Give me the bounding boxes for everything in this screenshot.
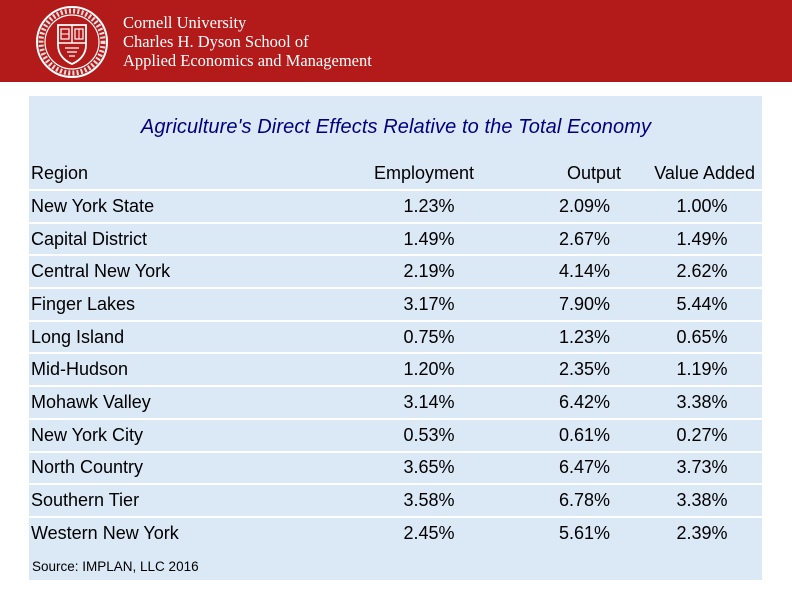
cell-output: 2.09% [558,195,611,216]
cornell-seal-icon [36,6,108,78]
cell-region: Southern Tier [31,490,140,511]
institution-brand: Cornell University Charles H. Dyson Scho… [123,13,372,70]
cell-region: New York City [31,424,144,445]
cell-value-added: 0.27% [676,424,728,445]
cell-employment: 0.53% [403,424,455,445]
cell-output: 7.90% [558,293,611,314]
table-row: Long Island 0.75% 1.23% 0.65% [29,319,762,353]
cell-employment: 2.45% [403,522,455,543]
cell-output: 5.61% [558,522,611,543]
table-row: Mohawk Valley 3.14% 6.42% 3.38% [29,385,762,418]
cell-value-added: 1.00% [676,195,728,216]
table-row: New York State 1.23% 2.09% 1.00% [29,189,762,222]
cell-output: 6.42% [558,391,611,412]
cell-region: Mohawk Valley [31,391,151,412]
cell-employment: 3.65% [403,457,455,478]
cell-employment: 3.14% [403,391,455,412]
source-note: Source: IMPLAN, LLC 2016 [32,559,199,574]
cell-employment: 3.17% [403,293,455,314]
table-row: Mid-Hudson 1.20% 2.35% 1.19% [29,352,762,385]
column-header-output: Output [566,162,622,183]
cell-region: North Country [31,457,144,478]
institution-name: Cornell University [123,13,247,32]
table-row: New York City 0.53% 0.61% 0.27% [29,417,762,451]
cell-value-added: 3.73% [676,457,728,478]
cell-region: New York State [31,195,155,216]
cell-output: 6.78% [558,490,611,511]
cell-value-added: 0.65% [676,326,728,347]
cell-output: 1.23% [558,326,611,347]
cell-value-added: 2.62% [676,261,728,282]
table-row: Western New York 2.45% 5.61% 2.39% [29,515,762,549]
cell-output: 2.67% [558,228,611,249]
table-row: Central New York 2.19% 4.14% 2.62% [29,254,762,287]
cell-output: 6.47% [558,457,611,478]
cell-value-added: 3.38% [676,490,728,511]
header-banner: Cornell University Charles H. Dyson Scho… [0,0,792,82]
cell-region: Mid-Hudson [31,359,129,380]
cell-value-added: 1.19% [676,359,728,380]
cell-employment: 3.58% [403,490,455,511]
cell-output: 0.61% [558,424,611,445]
cell-value-added: 5.44% [676,293,728,314]
cell-region: Capital District [31,228,148,249]
column-header-employment: Employment [373,162,475,183]
cell-region: Western New York [31,522,179,543]
cell-employment: 2.19% [403,261,455,282]
column-header-region: Region [31,162,89,183]
cell-value-added: 1.49% [676,228,728,249]
data-table: Region Employment Output Value Added New… [29,157,762,549]
school-name: Charles H. Dyson School of [123,32,309,51]
cell-output: 2.35% [558,359,611,380]
table-panel [29,96,762,580]
cell-employment: 0.75% [403,326,455,347]
cell-value-added: 2.39% [676,522,728,543]
cell-output: 4.14% [558,261,611,282]
cell-employment: 1.49% [403,228,455,249]
table-header-row: Region Employment Output Value Added [29,157,762,189]
table-row: Finger Lakes 3.17% 7.90% 5.44% [29,287,762,320]
cell-region: Finger Lakes [31,293,136,314]
table-row: Capital District 1.49% 2.67% 1.49% [29,221,762,255]
column-header-value-added: Value Added [654,162,755,183]
cell-employment: 1.20% [403,359,455,380]
table-title: Agriculture's Direct Effects Relative to… [140,116,652,138]
table-row: Southern Tier 3.58% 6.78% 3.38% [29,483,762,516]
table-row: North Country 3.65% 6.47% 3.73% [29,450,762,484]
cell-employment: 1.23% [403,195,455,216]
department-name: Applied Economics and Management [123,51,372,70]
cell-region: Long Island [31,326,125,347]
cell-region: Central New York [31,261,171,282]
cell-value-added: 3.38% [676,391,728,412]
